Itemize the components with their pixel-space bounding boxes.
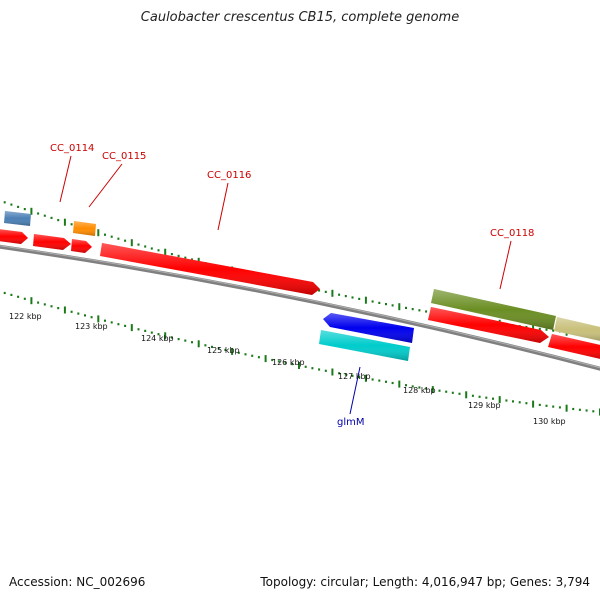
gene-arrow-cc0119[interactable]: [548, 334, 600, 360]
feature-orange[interactable]: [73, 221, 96, 236]
gene-arrow-glmm[interactable]: [323, 313, 414, 343]
gene-label-cc0114[interactable]: CC_0114: [50, 143, 94, 154]
scale-label: 123 kbp: [75, 322, 108, 331]
scale-label: 125 kbp: [207, 346, 240, 355]
gene-arrow-cc0115[interactable]: [71, 239, 92, 253]
label-leaders: [59, 155, 512, 415]
accession-label: Accession: NC_002696: [9, 575, 146, 589]
gene-arrow-cc0118[interactable]: [428, 307, 549, 343]
scale-label: 128 kbp: [403, 386, 436, 395]
scale-label: 130 kbp: [533, 417, 566, 426]
gene-arrow-cc0113[interactable]: [0, 229, 28, 244]
scale-label: 122 kbp: [9, 312, 42, 321]
feature-khaki[interactable]: [554, 317, 600, 342]
lower-tick-ring: [3, 291, 600, 416]
gene-label-glmm[interactable]: glmM: [337, 417, 365, 428]
feature-cyan[interactable]: [319, 330, 410, 361]
genome-summary: Topology: circular; Length: 4,016,947 bp…: [260, 575, 590, 589]
scale-label-group: 122 kbp 123 kbp 124 kbp 125 kbp 126 kbp …: [9, 312, 566, 426]
genome-backbone: [0, 244, 600, 371]
scale-label: 124 kbp: [141, 334, 174, 343]
gene-arrow-cc0114[interactable]: [33, 234, 71, 250]
gene-label-cc0118[interactable]: CC_0118: [490, 228, 534, 239]
scale-label: 126 kbp: [272, 358, 305, 367]
gene-label-group: CC_0114 CC_0115 CC_0116 CC_0118 glmM: [50, 143, 534, 428]
map-title: Caulobacter crescentus CB15, complete ge…: [140, 10, 460, 25]
scale-label: 129 kbp: [468, 401, 501, 410]
gene-label-cc0115[interactable]: CC_0115: [102, 151, 146, 162]
scale-label: 127 kbp: [338, 372, 371, 381]
feature-steel-blue[interactable]: [4, 211, 31, 226]
gene-arrow-cc0116[interactable]: [100, 243, 320, 295]
gene-label-cc0116[interactable]: CC_0116: [207, 170, 251, 181]
feature-olive[interactable]: [431, 289, 556, 330]
